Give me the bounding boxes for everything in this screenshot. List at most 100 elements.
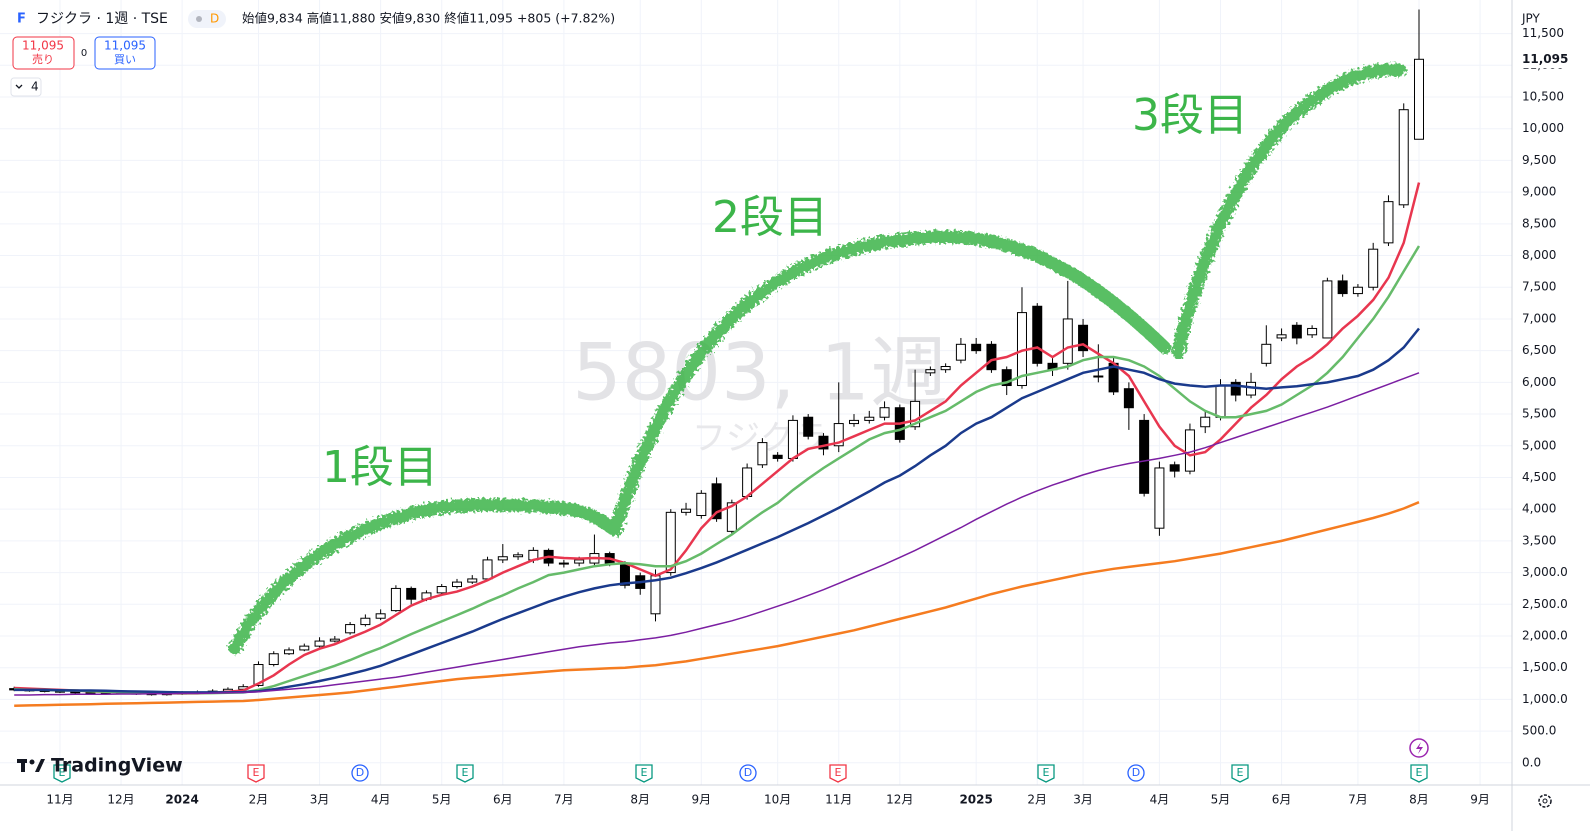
- x-tick-label: 3月: [310, 793, 330, 807]
- x-tick-label: 3月: [1073, 793, 1093, 807]
- candle-body: [574, 559, 585, 564]
- y-tick-label: 3,000.0: [1522, 565, 1568, 579]
- candle-body: [711, 483, 722, 520]
- wave-3: [1171, 63, 1407, 359]
- buy-button[interactable]: [94, 36, 156, 70]
- event-label: E: [59, 766, 66, 779]
- event-label: E: [1043, 766, 1050, 779]
- x-tick-label: 2月: [249, 793, 269, 807]
- candle-body: [558, 562, 569, 565]
- buy-price: 11,095: [104, 39, 146, 53]
- logo-slash: [35, 759, 45, 772]
- y-tick-label: 10,500: [1522, 90, 1564, 104]
- candle-body: [329, 638, 340, 642]
- indicator-toggle[interactable]: [10, 77, 42, 97]
- y-tick-label: 1,000.0: [1522, 692, 1568, 706]
- event-label: E: [835, 766, 842, 779]
- candle-body: [467, 578, 478, 583]
- candle-body: [1291, 324, 1302, 339]
- spread: 0: [81, 48, 87, 59]
- x-tick-label: 4月: [371, 793, 391, 807]
- y-tick-label: 10,000: [1522, 121, 1564, 135]
- candle-body: [986, 343, 997, 371]
- x-tick-label: 11月: [46, 793, 73, 807]
- moving-average: [14, 501, 1420, 707]
- x-tick-label: 6月: [493, 793, 513, 807]
- candle-body: [879, 407, 890, 418]
- event-marker: [739, 764, 757, 782]
- event-label: E: [1416, 766, 1423, 779]
- badge-pill: [188, 10, 226, 28]
- logo-dot: [29, 759, 35, 765]
- candle-body: [1093, 375, 1104, 378]
- candle-body: [681, 508, 692, 513]
- candle-body: [1322, 280, 1333, 339]
- event-marker: [1127, 764, 1145, 782]
- settings-icon[interactable]: [1538, 794, 1552, 808]
- y-tick-label: 7,500: [1522, 280, 1556, 294]
- x-tick-label: 12月: [107, 793, 134, 807]
- event-label: E: [641, 766, 648, 779]
- sell-price: 11,095: [22, 39, 64, 53]
- candle-body: [1352, 286, 1363, 295]
- x-tick-label: 2025: [959, 793, 992, 807]
- candle-body: [1123, 388, 1134, 409]
- candle-body: [925, 369, 936, 374]
- y-tick-label: 9,000: [1522, 185, 1556, 199]
- symbol[interactable]: フジクラ · 1週 · TSE: [36, 11, 168, 27]
- x-tick-label: 8月: [1409, 793, 1429, 807]
- x-tick-label: 6月: [1272, 793, 1292, 807]
- moving-average: [14, 372, 1420, 696]
- event-marker: [53, 764, 71, 783]
- event-marker: [456, 764, 474, 783]
- event-label: E: [462, 766, 469, 779]
- candle-body: [787, 419, 798, 459]
- candle-body: [1169, 464, 1180, 472]
- candle-body: [665, 511, 676, 574]
- candle-body: [1383, 201, 1394, 244]
- candle-body: [1215, 385, 1226, 418]
- y-tick-label: 2,000.0: [1522, 628, 1568, 642]
- watermark: 5803, 1週 フジクラ: [572, 328, 948, 458]
- x-tick-label: 2月: [1027, 793, 1047, 807]
- interval-badge: D: [210, 12, 219, 26]
- candle-body: [1032, 305, 1043, 364]
- y-tick-label: 3,500: [1522, 533, 1556, 547]
- candle-body: [971, 343, 982, 352]
- logo: TradingView: [17, 755, 183, 777]
- price-axis: 0.0 500.0 1,000.0 1,500.0 2,000.0 2,500.0 3,00…: [1513, 26, 1589, 769]
- x-tick-label: 12月: [886, 793, 913, 807]
- candle-body: [253, 664, 264, 686]
- y-tick-label: 4,000: [1522, 502, 1556, 516]
- x-tick-label: 9月: [1470, 793, 1490, 807]
- y-tick-label: 11,500: [1522, 26, 1564, 40]
- plot: [9, 9, 1424, 707]
- candle-body: [849, 419, 860, 425]
- candle-body: [955, 343, 966, 361]
- candle-body: [1230, 381, 1241, 396]
- y-tick-label: 5,500: [1522, 407, 1556, 421]
- y-tick-label: 1,500.0: [1522, 660, 1568, 674]
- logo-stem: [21, 759, 25, 772]
- candle-body: [726, 502, 737, 532]
- candle-body: [803, 416, 814, 437]
- annotation: 1段目: [322, 442, 438, 493]
- y-tick-label: 8,500: [1522, 216, 1556, 230]
- candle-body: [513, 554, 524, 558]
- candle-body: [696, 492, 707, 517]
- candle-body: [910, 400, 921, 428]
- candle-body: [833, 423, 844, 447]
- y-tick-label: 6,500: [1522, 343, 1556, 357]
- event-marker: [1231, 764, 1249, 783]
- sell-button[interactable]: [12, 36, 75, 70]
- candle-body: [451, 581, 462, 588]
- wave-drawings: [228, 63, 1407, 655]
- y-tick-label: 500.0: [1522, 724, 1556, 738]
- moving-average: [14, 182, 1421, 695]
- candle-body: [1154, 467, 1165, 529]
- candle-body: [345, 624, 356, 634]
- event-marker: [351, 764, 369, 782]
- x-tick-label: 8月: [630, 793, 650, 807]
- annotation: 2段目: [712, 192, 828, 243]
